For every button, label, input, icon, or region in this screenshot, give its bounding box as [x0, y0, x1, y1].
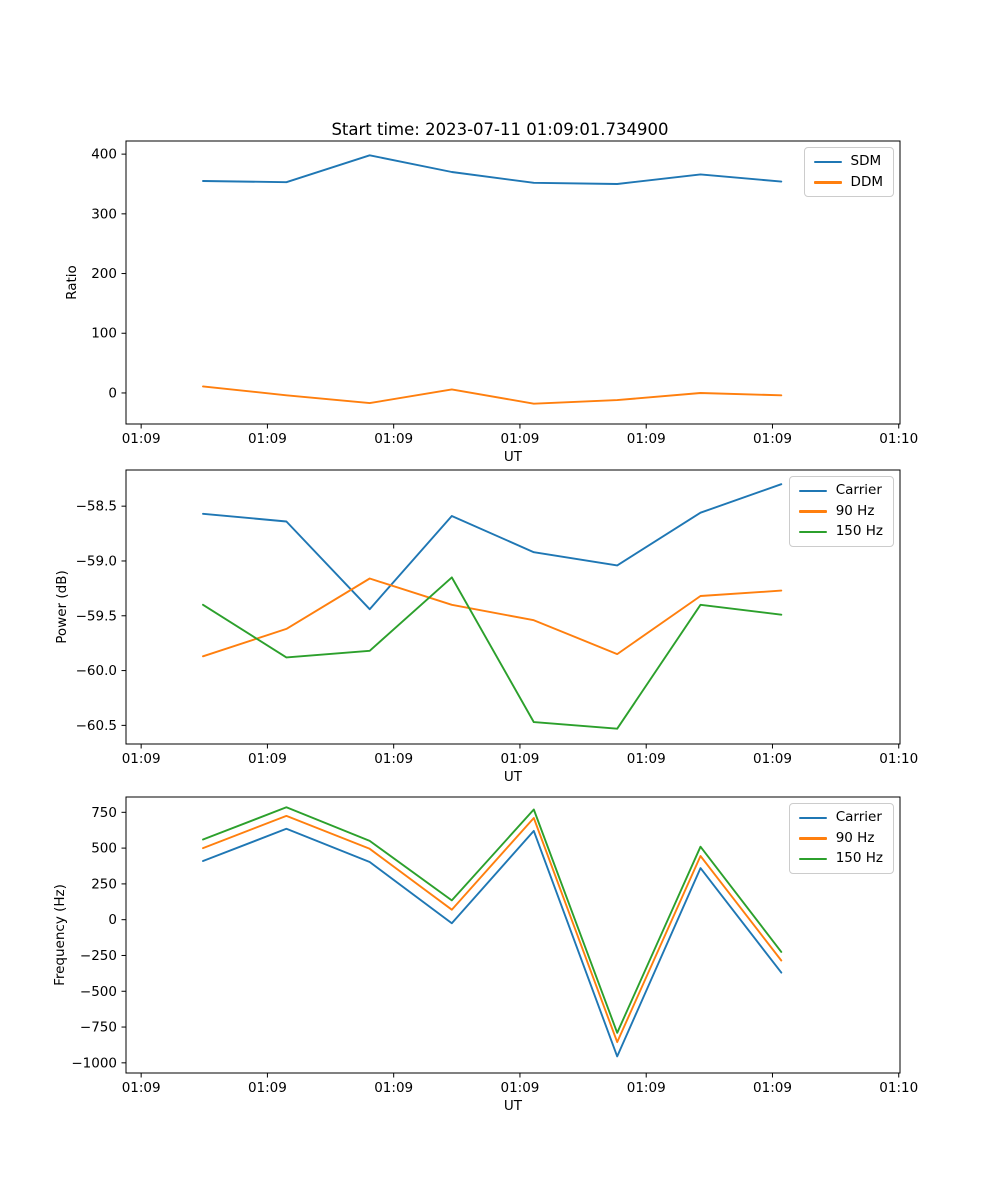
legend-series-label: Carrier [835, 809, 882, 825]
power-chart: −58.5 −59.0 −59.5 −60.0 −60.5 01:09 01:09 01:09… [54, 469, 918, 785]
figure-title: Start time: 2023-07-11 01:09:01.734900 [331, 120, 669, 139]
y-tick-label: −250 [80, 948, 117, 964]
legend-entry: 150 Hz [798, 523, 883, 539]
y-tick-label: −58.5 [76, 499, 117, 515]
x-tick-label: 01:09 [248, 431, 287, 447]
legend-entry: DDM [813, 173, 883, 190]
x-tick-label: 01:09 [753, 1080, 792, 1096]
plot-border [125, 140, 901, 425]
legend-series-label: 90 Hz [835, 829, 875, 846]
y-axis-label: Frequency (Hz) [52, 884, 68, 986]
x-tick-label: 01:09 [374, 431, 413, 447]
y-tick-label: 300 [91, 206, 117, 222]
plot-border [125, 469, 901, 745]
legend-line-sample [813, 181, 842, 184]
x-tick-label: 01:09 [500, 431, 539, 447]
ratio-chart: 0 100 200 300 400 01:09 01:09 01:09 01:09 01:09 01… [64, 140, 918, 465]
legend-line-sample [798, 489, 827, 492]
legend: Carrier 90 Hz 150 Hz [788, 476, 894, 547]
legend-series-label: SDM [850, 153, 882, 169]
y-tick-label: −500 [80, 984, 117, 1000]
x-tick-label: 01:09 [627, 431, 666, 447]
y-tick-label: 750 [91, 805, 117, 821]
legend-line-sample [798, 837, 827, 840]
legend-entry: 90 Hz [798, 502, 883, 519]
legend-entry: Carrier [798, 482, 883, 498]
x-tick-label: 01:10 [879, 751, 918, 767]
legend: Carrier 90 Hz 150 Hz [788, 803, 894, 874]
legend-line-sample [813, 160, 842, 163]
x-tick-label: 01:09 [122, 751, 161, 767]
series-line-150-hz [202, 576, 783, 730]
legend-series-label: 90 Hz [835, 502, 875, 519]
x-tick-label: 01:09 [753, 751, 792, 767]
legend-series-label: DDM [850, 173, 883, 190]
x-tick-label: 01:09 [248, 751, 287, 767]
y-axis-label: Power (dB) [54, 570, 70, 643]
x-tick-label: 01:09 [753, 431, 792, 447]
x-axis-label: UT [504, 1098, 523, 1114]
series-line-sdm [202, 154, 783, 185]
x-tick-label: 01:09 [627, 751, 666, 767]
series-line-90-hz [202, 814, 783, 1044]
legend-entry: 90 Hz [798, 829, 883, 846]
frequency-chart: 750 500 250 0 −250 −500 −750 −1000 01:09 01:09 01:… [52, 796, 918, 1114]
y-tick-label: 400 [91, 147, 117, 163]
x-tick-label: 01:09 [500, 751, 539, 767]
y-tick-label: 200 [91, 266, 117, 282]
y-tick-label: 100 [91, 326, 117, 342]
legend: SDM DDM [803, 147, 894, 197]
series-line-carrier [202, 483, 783, 611]
y-tick-label: 250 [91, 876, 117, 892]
legend-line-sample [798, 510, 827, 513]
x-tick-label: 01:09 [122, 431, 161, 447]
y-tick-label: 500 [91, 841, 117, 857]
x-axis-label: UT [504, 449, 523, 465]
x-tick-label: 01:09 [248, 1080, 287, 1096]
y-tick-label: −750 [80, 1020, 117, 1036]
y-tick-label: −59.5 [76, 608, 117, 624]
y-tick-label: 0 [108, 385, 117, 401]
legend-entry: Carrier [798, 809, 883, 825]
series-line-90-hz [202, 577, 783, 658]
legend-line-sample [798, 530, 827, 533]
y-tick-label: −60.0 [76, 663, 117, 679]
x-tick-label: 01:09 [374, 751, 413, 767]
y-tick-label: −59.0 [76, 553, 117, 569]
legend-entry: SDM [813, 153, 883, 169]
plot-border [125, 796, 901, 1074]
y-tick-label: −60.5 [76, 718, 117, 734]
x-tick-label: 01:10 [879, 1080, 918, 1096]
y-tick-label: 0 [108, 912, 117, 928]
series-line-150-hz [202, 806, 783, 1034]
x-tick-label: 01:09 [627, 1080, 666, 1096]
legend-series-label: Carrier [835, 482, 882, 498]
legend-entry: 150 Hz [798, 850, 883, 866]
y-tick-label: −1000 [71, 1055, 117, 1071]
legend-line-sample [798, 816, 827, 819]
legend-series-label: 150 Hz [835, 850, 883, 866]
x-axis-label: UT [504, 769, 523, 785]
x-tick-label: 01:10 [879, 431, 918, 447]
series-line-ddm [202, 385, 783, 405]
series-line-carrier [202, 827, 783, 1058]
x-tick-label: 01:09 [374, 1080, 413, 1096]
x-tick-label: 01:09 [122, 1080, 161, 1096]
y-axis-label: Ratio [64, 265, 80, 300]
x-tick-label: 01:09 [500, 1080, 539, 1096]
legend-series-label: 150 Hz [835, 523, 883, 539]
legend-line-sample [798, 857, 827, 860]
